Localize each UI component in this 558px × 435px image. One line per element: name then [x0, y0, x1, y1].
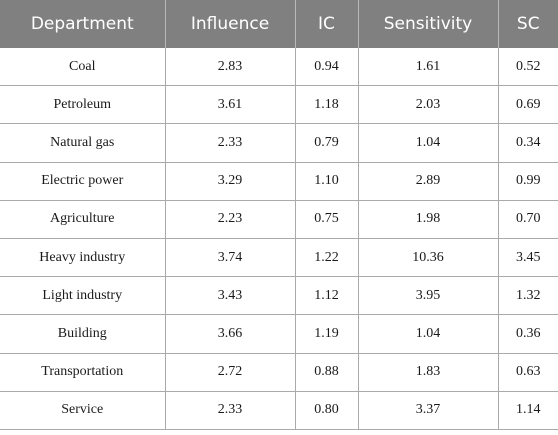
header-influence: Influence [165, 0, 296, 48]
cell-ic: 1.18 [295, 85, 359, 125]
header-sc: SC [498, 0, 558, 48]
cell-sc: 0.36 [498, 314, 558, 354]
table-row: Light industry 3.43 1.12 3.95 1.32 [0, 276, 558, 316]
cell-sensitivity: 3.95 [358, 276, 499, 316]
cell-department: Building [0, 314, 166, 354]
cell-influence: 2.23 [165, 200, 296, 239]
cell-sensitivity: 3.37 [358, 391, 499, 430]
cell-influence: 3.43 [165, 276, 296, 316]
table-row: Agriculture 2.23 0.75 1.98 0.70 [0, 200, 558, 239]
cell-ic: 0.94 [295, 48, 359, 87]
cell-sensitivity: 2.03 [358, 85, 499, 125]
header-ic: IC [295, 0, 359, 48]
cell-sensitivity: 1.83 [358, 353, 499, 392]
cell-department: Service [0, 391, 166, 430]
cell-department: Agriculture [0, 200, 166, 239]
table-row: Transportation 2.72 0.88 1.83 0.63 [0, 353, 558, 392]
cell-sc: 0.34 [498, 123, 558, 163]
cell-sc: 0.99 [498, 162, 558, 201]
table-row: Natural gas 2.33 0.79 1.04 0.34 [0, 123, 558, 163]
table-row: Electric power 3.29 1.10 2.89 0.99 [0, 162, 558, 201]
table-row: Service 2.33 0.80 3.37 1.14 [0, 391, 558, 430]
cell-influence: 2.33 [165, 391, 296, 430]
cell-influence: 3.66 [165, 314, 296, 354]
header-sensitivity: Sensitivity [358, 0, 499, 48]
header-row: Department Influence IC Sensitivity SC [0, 0, 558, 48]
cell-ic: 1.22 [295, 238, 359, 278]
cell-ic: 1.10 [295, 162, 359, 201]
table-row: Heavy industry 3.74 1.22 10.36 3.45 [0, 238, 558, 278]
cell-department: Heavy industry [0, 238, 166, 278]
cell-ic: 0.80 [295, 391, 359, 430]
cell-sensitivity: 1.61 [358, 48, 499, 87]
cell-sc: 1.32 [498, 276, 558, 316]
table-row: Coal 2.83 0.94 1.61 0.52 [0, 48, 558, 87]
cell-department: Electric power [0, 162, 166, 201]
cell-sensitivity: 10.36 [358, 238, 499, 278]
cell-ic: 0.79 [295, 123, 359, 163]
cell-department: Coal [0, 48, 166, 87]
cell-sc: 3.45 [498, 238, 558, 278]
cell-department: Light industry [0, 276, 166, 316]
cell-ic: 1.19 [295, 314, 359, 354]
table-header: Department Influence IC Sensitivity SC [0, 0, 558, 48]
cell-ic: 0.75 [295, 200, 359, 239]
cell-sc: 1.14 [498, 391, 558, 430]
cell-sensitivity: 1.98 [358, 200, 499, 239]
table-body: Coal 2.83 0.94 1.61 0.52 Petroleum 3.61 … [0, 48, 558, 430]
cell-ic: 1.12 [295, 276, 359, 316]
cell-sensitivity: 1.04 [358, 123, 499, 163]
cell-sensitivity: 2.89 [358, 162, 499, 201]
header-department: Department [0, 0, 166, 48]
cell-department: Transportation [0, 353, 166, 392]
cell-department: Petroleum [0, 85, 166, 125]
cell-influence: 2.72 [165, 353, 296, 392]
cell-ic: 0.88 [295, 353, 359, 392]
table-row: Building 3.66 1.19 1.04 0.36 [0, 314, 558, 354]
cell-sc: 0.69 [498, 85, 558, 125]
table-row: Petroleum 3.61 1.18 2.03 0.69 [0, 85, 558, 125]
cell-influence: 2.33 [165, 123, 296, 163]
cell-sc: 0.52 [498, 48, 558, 87]
cell-influence: 3.74 [165, 238, 296, 278]
cell-department: Natural gas [0, 123, 166, 163]
cell-influence: 3.61 [165, 85, 296, 125]
cell-influence: 3.29 [165, 162, 296, 201]
cell-sc: 0.63 [498, 353, 558, 392]
cell-influence: 2.83 [165, 48, 296, 87]
cell-sensitivity: 1.04 [358, 314, 499, 354]
cell-sc: 0.70 [498, 200, 558, 239]
